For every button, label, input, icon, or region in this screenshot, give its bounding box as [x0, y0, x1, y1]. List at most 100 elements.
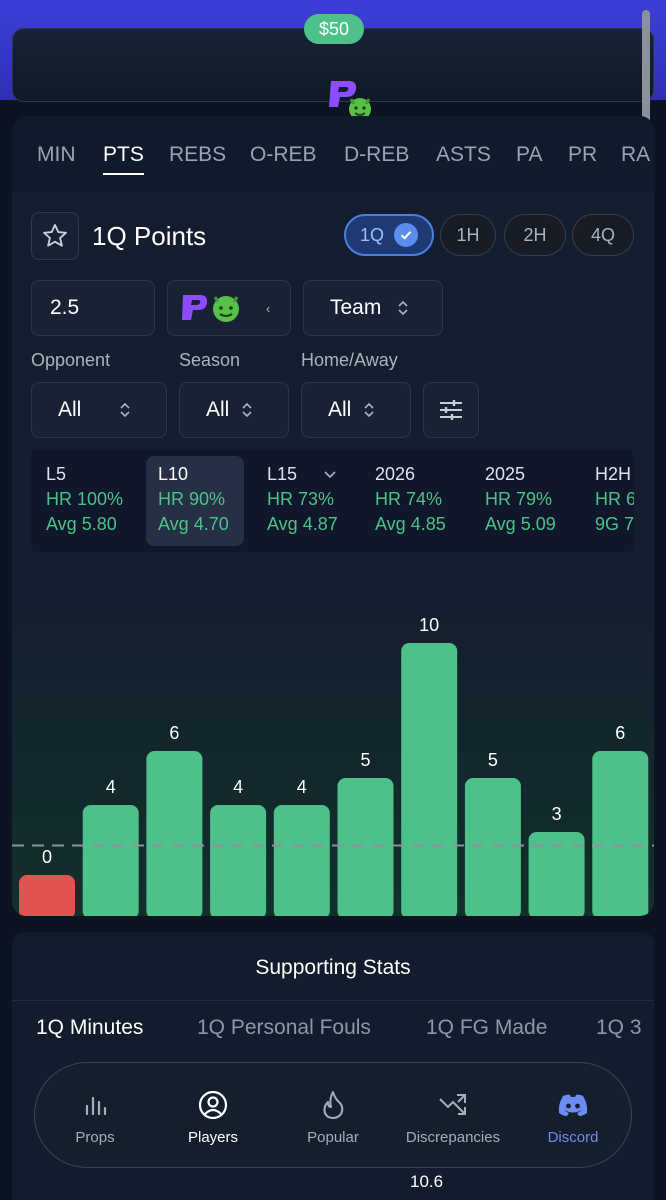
- favorite-button[interactable]: [31, 212, 79, 260]
- bar-value-label: 6: [615, 723, 625, 743]
- tab-1q-fg-made[interactable]: 1Q FG Made: [426, 1016, 548, 1039]
- bar-value-label: 5: [360, 750, 370, 770]
- home-away-label: Home/Away: [301, 350, 398, 370]
- tab-pts[interactable]: PTS: [103, 143, 144, 175]
- sportsbook-logo-icon: [182, 295, 239, 322]
- hit-rate-average: Avg 4.85: [375, 514, 446, 534]
- period-2h-button[interactable]: 2H: [504, 214, 566, 256]
- hit-rate-name: L10: [158, 464, 189, 484]
- sportsbook-select[interactable]: ‹: [167, 280, 291, 336]
- hit-rate-average: Avg 4.87: [267, 514, 338, 534]
- chart-bar[interactable]: [528, 832, 585, 916]
- hit-rate-l10[interactable]: L10 HR 90% Avg 4.70: [146, 456, 244, 546]
- trend-arrows-icon: [437, 1089, 469, 1121]
- hit-rate-percent: HR 73%: [267, 489, 335, 509]
- nav-label: Players: [187, 1129, 239, 1146]
- home-away-select[interactable]: All: [301, 382, 411, 438]
- nav-popular[interactable]: Popular: [293, 1063, 373, 1169]
- title-row: 1Q Points 1Q 1H 2H 4Q: [12, 212, 654, 262]
- discord-icon: [557, 1089, 589, 1121]
- nav-props[interactable]: Props: [55, 1063, 135, 1169]
- bar-value-label: 4: [297, 777, 307, 797]
- divider: [12, 1000, 654, 1001]
- nav-label: Popular: [307, 1129, 359, 1146]
- hit-rate-percent: HR 74%: [375, 489, 443, 509]
- updown-chevron-icon: [364, 402, 374, 418]
- tab-o-reb[interactable]: O-REB: [250, 143, 317, 166]
- chart-bar[interactable]: [273, 805, 330, 916]
- hit-rate-percent: HR 79%: [485, 489, 553, 509]
- season-select[interactable]: All: [179, 382, 289, 438]
- star-icon: [43, 223, 67, 247]
- updown-chevron-icon: [120, 402, 130, 418]
- nav-label: Props: [75, 1129, 115, 1146]
- chevron-down-icon: [324, 471, 336, 479]
- chart-bar[interactable]: [82, 805, 139, 916]
- tab-pa[interactable]: PA: [516, 143, 543, 166]
- hit-rate-average: 9G 7.: [595, 514, 634, 534]
- hit-rate-name: L15: [267, 464, 338, 489]
- hit-rate-l15[interactable]: L15 HR 73% Avg 4.87: [267, 450, 338, 552]
- bar-value-label: 4: [233, 777, 243, 797]
- bottom-nav: Props Players Popular Discrepancies Disc…: [34, 1062, 632, 1168]
- period-4q-button[interactable]: 4Q: [572, 214, 634, 256]
- player-stats-card: MIN PTS REBS O-REB D-REB ASTS PA PR RA 1…: [12, 116, 654, 916]
- chart-bar[interactable]: [19, 875, 75, 916]
- period-1h-button[interactable]: 1H: [440, 214, 496, 256]
- line-value-input[interactable]: 2.5: [31, 280, 155, 336]
- nav-label: Discrepancies: [405, 1129, 501, 1146]
- chart-bar[interactable]: [464, 778, 521, 916]
- user-circle-icon: [197, 1089, 229, 1121]
- hit-rate-percent: HR 90%: [158, 489, 226, 509]
- tab-d-reb[interactable]: D-REB: [344, 143, 410, 166]
- tab-min[interactable]: MIN: [37, 143, 76, 166]
- hit-rate-average: Avg 5.09: [485, 514, 556, 534]
- bar-value-label: 4: [106, 777, 116, 797]
- tab-pr[interactable]: PR: [568, 143, 598, 166]
- team-select[interactable]: Team: [303, 280, 443, 336]
- chart-bar[interactable]: [337, 778, 394, 916]
- tab-1q-minutes[interactable]: 1Q Minutes: [36, 1016, 144, 1039]
- page-title: 1Q Points: [92, 221, 207, 251]
- hit-rate-2026[interactable]: 2026 HR 74% Avg 4.85: [375, 450, 446, 552]
- chart-bar[interactable]: [210, 805, 267, 916]
- hit-rate-name: H2H: [595, 464, 632, 484]
- period-label: 1Q: [359, 224, 384, 245]
- hit-rate-strip: L5 HR 100% Avg 5.80 L10 HR 90% Avg 4.70 …: [31, 450, 634, 552]
- season-value: All: [206, 398, 230, 421]
- opponent-select[interactable]: All: [31, 382, 167, 438]
- updown-chevron-icon: [398, 300, 408, 316]
- hit-rate-percent: HR 6: [595, 489, 634, 509]
- promo-amount-badge: $50: [304, 14, 364, 44]
- tab-1q-personal-fouls[interactable]: 1Q Personal Fouls: [197, 1016, 371, 1039]
- hit-rate-name: 2025: [485, 464, 526, 484]
- supporting-stats-title: Supporting Stats: [255, 956, 411, 979]
- tab-ra[interactable]: RA: [621, 143, 651, 166]
- hit-rate-average: Avg 5.80: [46, 514, 117, 534]
- bar-value-label: 5: [488, 750, 498, 770]
- hit-rate-name: L5: [46, 464, 67, 484]
- check-icon: [394, 223, 418, 247]
- nav-discrepancies[interactable]: Discrepancies: [393, 1063, 513, 1169]
- chart-bar[interactable]: [592, 751, 649, 916]
- tab-asts[interactable]: ASTS: [436, 143, 491, 166]
- chart-value-label: 10.6: [410, 1172, 444, 1191]
- nav-label: Discord: [547, 1129, 599, 1146]
- hit-rate-l5[interactable]: L5 HR 100% Avg 5.80: [46, 450, 123, 552]
- chart-bar[interactable]: [146, 751, 203, 916]
- period-1q-button[interactable]: 1Q: [344, 214, 434, 256]
- tab-1q-3[interactable]: 1Q 3: [596, 1016, 642, 1039]
- hit-rate-name: 2026: [375, 464, 416, 484]
- sliders-icon: [440, 400, 462, 420]
- updown-chevron-icon: [242, 402, 252, 418]
- chart-bar[interactable]: [401, 643, 458, 916]
- advanced-filters-button[interactable]: [423, 382, 479, 438]
- hit-rate-h2h[interactable]: H2H HR 6 9G 7.: [595, 450, 634, 552]
- hit-rate-percent: HR 100%: [46, 489, 124, 509]
- tab-rebs[interactable]: REBS: [169, 143, 227, 166]
- nav-discord[interactable]: Discord: [533, 1063, 613, 1169]
- nav-players[interactable]: Players: [173, 1063, 253, 1169]
- hit-rate-2025[interactable]: 2025 HR 79% Avg 5.09: [485, 450, 556, 552]
- stat-tabs: MIN PTS REBS O-REB D-REB ASTS PA PR RA: [12, 116, 654, 192]
- game-log-chart: 0 4 6 4 4 5 10 5 3 6: [12, 588, 654, 916]
